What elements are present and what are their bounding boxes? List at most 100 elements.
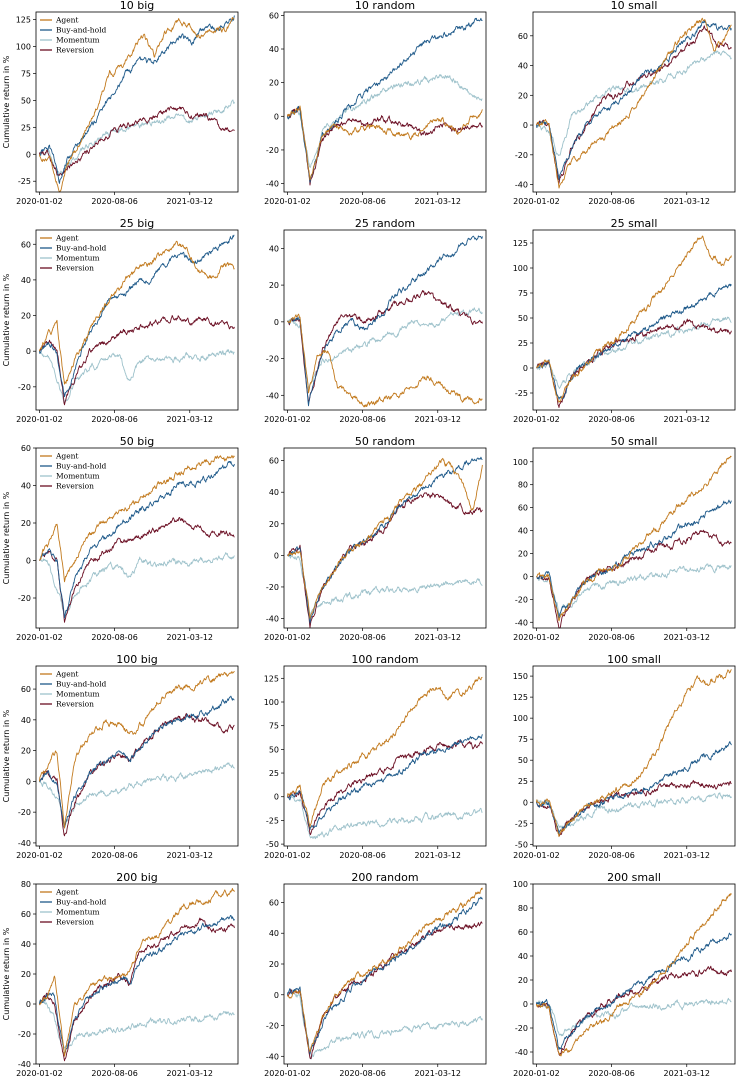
x-tick-label: 2021-03-12 [664, 633, 711, 642]
y-tick-label: 125 [264, 674, 279, 683]
x-tick-label: 2020-08-06 [588, 197, 635, 206]
series-line-agent [39, 455, 235, 583]
series-line-agent [536, 455, 732, 622]
x-tick-label: 2020-08-06 [339, 415, 386, 424]
y-tick-label: 50 [518, 314, 528, 323]
x-tick-label: 2020-01-02 [16, 851, 63, 860]
series-line-reversion [287, 740, 483, 836]
series-group [39, 455, 235, 623]
y-axis-label: Cumulative return in % [2, 709, 11, 802]
legend-label: Momentum [56, 908, 100, 917]
chart-panel-200-big: 200 big Cumulative return in % -40 -20 0 20 40… [0, 872, 250, 1090]
y-tick-label: 0 [523, 798, 528, 807]
y-tick-label: 20 [269, 520, 279, 529]
y-tick-label: 0 [26, 1000, 31, 1009]
y-tick-label: 125 [16, 16, 31, 25]
y-tick-label: -40 [266, 1052, 279, 1061]
y-tick-label: 80 [21, 880, 31, 889]
y-tick-label: -25 [266, 816, 279, 825]
y-tick-label: -20 [18, 594, 31, 603]
y-tick-label: 0 [26, 150, 31, 159]
chart-title: 25 random [355, 218, 415, 230]
plot-frame [283, 11, 487, 193]
x-tick-label: 2021-03-12 [167, 851, 214, 860]
y-tick-label: 0 [274, 991, 279, 1000]
y-tick-label: 60 [518, 928, 528, 937]
x-tick-label: 2020-01-02 [16, 197, 63, 206]
legend-label: Reversion [56, 918, 94, 927]
y-tick-label: -20 [515, 595, 528, 604]
legend-label: Buy-and-hold [56, 680, 106, 689]
x-tick-label: 2020-08-06 [91, 197, 138, 206]
series-line-agent [287, 313, 483, 408]
series-line-reversion [536, 318, 732, 408]
x-tick-label: 2020-08-06 [339, 197, 386, 206]
series-line-agent [536, 235, 732, 403]
series-line-agent [535, 17, 732, 189]
plot-frame [532, 665, 736, 847]
y-tick-label: 60 [269, 898, 279, 907]
series-line-reversion [286, 921, 483, 1059]
series-line-buy-and-hold [38, 234, 235, 398]
y-tick-label: 100 [513, 714, 528, 723]
legend-label: Momentum [56, 472, 100, 481]
chart-panel-50-random: 50 random -40 -20 0 20 40 60 2020-01-02 2020-08-… [248, 436, 498, 654]
chart-panel-200-small: 200 small -40 -20 0 20 40 60 80 100 2020-01-02 202… [497, 872, 747, 1090]
plot-frame [283, 665, 487, 847]
y-tick-label: 50 [518, 756, 528, 765]
chart-panel-25-big: 25 big Cumulative return in % -20 0 20 40 60 20… [0, 218, 250, 436]
plot-frame [35, 447, 239, 629]
x-tick-label: 2020-01-02 [513, 415, 560, 424]
y-axis-label: Cumulative return in % [2, 273, 11, 366]
chart-panel-50-small: 50 small -40 -20 0 20 40 60 80 100 2020-01-02 2020… [497, 436, 747, 654]
y-tick-label: 0 [274, 793, 279, 802]
chart-panel-100-small: 100 small -50 -25 0 25 50 75 100 125 150 2020-01-0… [497, 654, 747, 872]
y-tick-label: 20 [269, 281, 279, 290]
x-tick-label: 2021-03-12 [167, 1069, 214, 1078]
x-tick-label: 2021-03-12 [167, 197, 214, 206]
x-tick-label: 2020-01-02 [264, 633, 311, 642]
y-tick-label: 0 [26, 347, 31, 356]
series-line-reversion [535, 965, 732, 1056]
x-tick-label: 2021-03-12 [664, 1069, 711, 1078]
y-tick-label: 60 [21, 444, 31, 453]
y-tick-label: 100 [513, 880, 528, 889]
y-tick-label: 50 [21, 96, 31, 105]
series-group [535, 17, 732, 189]
x-tick-label: 2020-08-06 [339, 633, 386, 642]
y-tick-label: -40 [18, 839, 31, 848]
y-tick-label: 25 [269, 769, 279, 778]
y-tick-label: 40 [21, 940, 31, 949]
y-tick-label: 40 [269, 244, 279, 253]
chart-panel-25-small: 25 small -25 0 25 50 75 100 125 2020-01-02 2020-0… [497, 218, 747, 436]
series-line-reversion [287, 492, 483, 629]
series-group [286, 887, 483, 1060]
series-line-reversion [38, 106, 235, 177]
y-tick-label: 40 [269, 929, 279, 938]
y-tick-label: 75 [21, 69, 31, 78]
y-tick-label: -20 [266, 583, 279, 592]
y-tick-label: -40 [266, 615, 279, 624]
y-tick-label: 60 [21, 240, 31, 249]
chart-title: 50 big [120, 436, 155, 448]
y-tick-label: 100 [16, 42, 31, 51]
series-line-agent [38, 240, 235, 385]
line-chart: 100 random -50 -25 0 25 50 75 100 125 2020-01-02 2… [264, 654, 487, 860]
y-tick-label: -25 [515, 819, 528, 828]
y-tick-label: 40 [21, 482, 31, 491]
y-tick-label: -20 [18, 808, 31, 817]
series-line-reversion [287, 290, 483, 403]
x-tick-label: 2021-03-12 [415, 197, 462, 206]
legend-label: Reversion [56, 700, 94, 709]
series-line-momentum [39, 349, 235, 404]
y-tick-label: 20 [21, 747, 31, 756]
y-tick-label: 0 [523, 121, 528, 130]
y-tick-label: 20 [269, 79, 279, 88]
y-tick-label: 25 [518, 339, 528, 348]
legend-label: Agent [55, 670, 79, 679]
series-line-buy-and-hold [535, 741, 732, 835]
